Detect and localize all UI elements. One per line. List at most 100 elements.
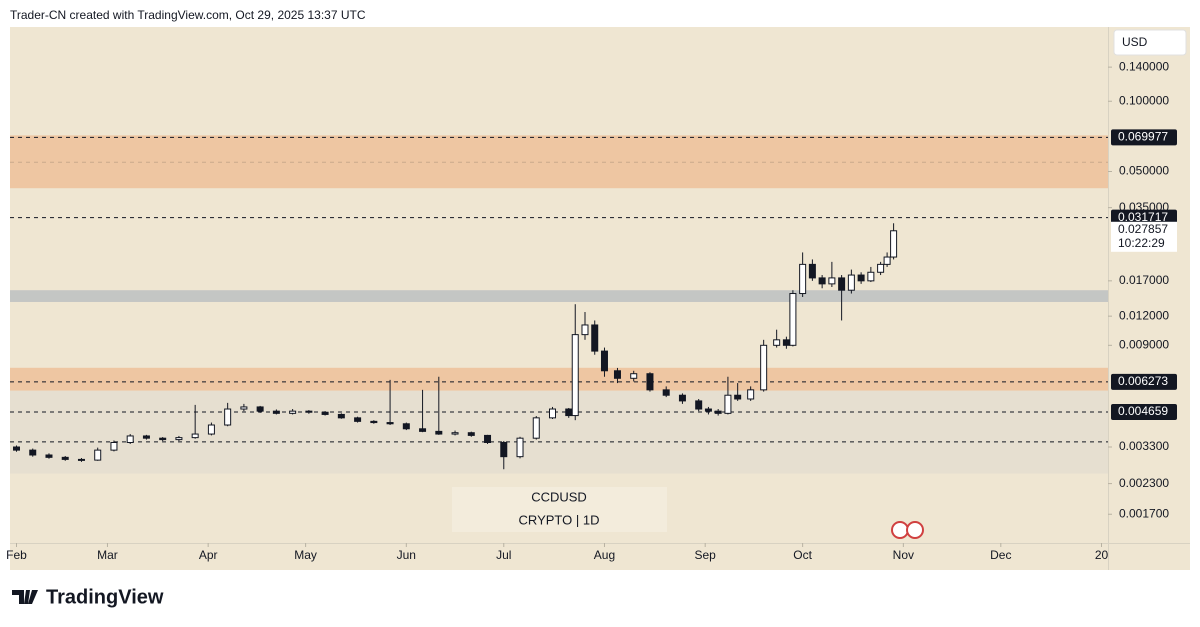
candle-body <box>467 432 475 436</box>
candle-body <box>191 433 199 439</box>
y-tick-label: 0.001700 <box>1119 506 1169 520</box>
candle-body <box>354 417 362 422</box>
x-tick-label: Oct <box>793 548 812 562</box>
zone <box>10 290 1108 302</box>
y-tick-label: 0.012000 <box>1119 308 1169 322</box>
candle-body <box>77 458 85 461</box>
candle-body <box>847 274 855 291</box>
level-label: 0.006273 <box>1118 374 1168 388</box>
candle-body <box>678 394 686 402</box>
y-tick-label: 0.003300 <box>1119 439 1169 453</box>
candle-body <box>224 408 232 426</box>
candle-body <box>799 263 807 295</box>
candle-body <box>828 277 836 285</box>
candles <box>12 223 898 470</box>
candle-body <box>714 410 722 414</box>
candle-body <box>435 430 443 435</box>
axes: 0.1400000.1000000.0500000.0350000.017000… <box>6 59 1177 562</box>
candle-body <box>838 277 846 291</box>
logo <box>12 590 38 604</box>
y-tick-label: 0.009000 <box>1119 337 1169 351</box>
currency-box <box>1113 29 1187 56</box>
symbol: CCDUSD <box>531 489 587 504</box>
candle-body <box>877 263 885 273</box>
candle-body <box>321 411 329 415</box>
candle-body <box>724 394 732 414</box>
x-tick-label: Jun <box>397 548 416 562</box>
last-price-box <box>1111 221 1177 252</box>
level-label-box <box>1111 373 1177 390</box>
candle-body <box>565 408 573 417</box>
candle-body <box>613 370 621 379</box>
candle-body <box>29 449 37 456</box>
candle-body <box>747 389 755 400</box>
x-tick-label: May <box>294 548 317 562</box>
candle-body <box>61 456 69 460</box>
x-tick-label: Jul <box>496 548 511 562</box>
candle-body <box>126 435 134 443</box>
candle-body <box>12 446 20 451</box>
candle-body <box>240 406 248 410</box>
candle-body <box>789 293 797 346</box>
currency: USD <box>1122 35 1148 49</box>
x-tick-label: Sep <box>695 548 717 562</box>
candle-body <box>484 434 492 443</box>
header: Trader-CN created with TradingView.com, … <box>10 8 366 22</box>
brand: TradingView <box>46 586 164 608</box>
candle-body <box>646 373 654 391</box>
level-label-box <box>1111 209 1177 226</box>
candle-body <box>662 389 670 396</box>
candle-body <box>419 428 427 432</box>
candle-body <box>289 410 297 414</box>
zone <box>10 367 1108 391</box>
x-tick-label: Aug <box>594 548 615 562</box>
candle-body <box>808 263 816 279</box>
candle-body <box>175 437 183 441</box>
candle-body <box>890 230 898 258</box>
level-label: 0.004659 <box>1118 404 1168 418</box>
candle-body <box>370 420 378 424</box>
x-tick-label: Nov <box>893 548 914 562</box>
candle-body <box>695 400 703 410</box>
y-tick-label: 0.140000 <box>1119 59 1169 73</box>
candle-body <box>857 274 865 282</box>
zones <box>10 135 1108 474</box>
candle-body <box>305 410 313 413</box>
candle-body <box>818 277 826 285</box>
last-price: 0.027857 <box>1118 222 1168 236</box>
candle-body <box>500 441 508 458</box>
candle-body <box>734 394 742 400</box>
candle-body <box>773 339 781 346</box>
x-tick-label: Apr <box>199 548 218 562</box>
candle-body <box>159 437 167 441</box>
lines <box>10 136 1108 443</box>
y-tick-label: 0.050000 <box>1119 164 1169 178</box>
candle-body <box>867 271 875 282</box>
candle-body <box>630 373 638 379</box>
countdown: 10:22:29 <box>1118 236 1165 250</box>
candle-body <box>272 410 280 414</box>
candle-body <box>142 435 150 439</box>
x-tick-label: Mar <box>97 548 118 562</box>
candle-body <box>549 408 557 419</box>
candle-body <box>45 454 53 458</box>
interval: CRYPTO | 1D <box>519 512 600 527</box>
candle-body <box>94 449 102 461</box>
candle-body <box>571 334 579 417</box>
level-label-box <box>1111 129 1177 146</box>
candle-body <box>386 422 394 425</box>
candle-body <box>883 256 891 265</box>
flag-icons <box>891 521 924 539</box>
candle-body <box>337 413 345 419</box>
candle-body <box>782 339 790 346</box>
y-tick-label: 0.002300 <box>1119 476 1169 490</box>
candle-body <box>516 437 524 458</box>
candle-body <box>704 408 712 412</box>
candle-body <box>760 344 768 391</box>
y-tick-label: 0.100000 <box>1119 93 1169 107</box>
zone <box>10 135 1108 189</box>
candle-body <box>402 423 410 430</box>
candle-body <box>110 441 118 451</box>
